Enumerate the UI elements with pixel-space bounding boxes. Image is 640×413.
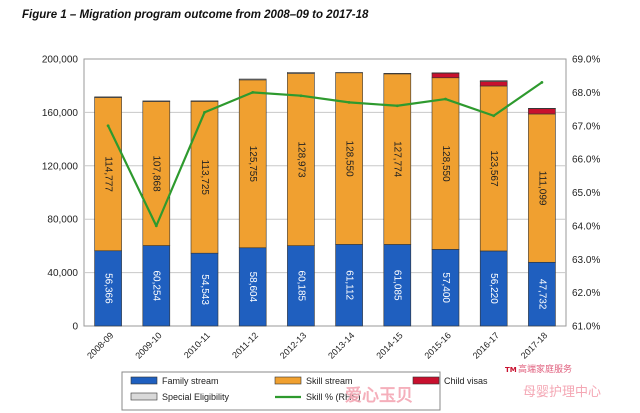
skill-percent-point <box>106 124 110 128</box>
bar-label-family: 61,085 <box>392 270 403 301</box>
chart-title: Figure 1 – Migration program outcome fro… <box>22 9 369 21</box>
x-tick-label: 2013-14 <box>326 330 356 360</box>
x-tick-label: 2009-10 <box>133 330 163 360</box>
y-right-tick-label: 69.0% <box>572 55 600 66</box>
bar-skill-stream <box>287 73 315 246</box>
watermark-tm: TM <box>505 366 517 374</box>
skill-percent-line <box>107 81 543 227</box>
bar-label-family: 47,732 <box>536 279 547 310</box>
y-right-tick-label: 67.0% <box>572 121 600 132</box>
x-tick-label: 2017-18 <box>519 330 549 360</box>
bar-label-family: 60,254 <box>151 270 162 301</box>
y-left-tick-label: 120,000 <box>42 161 79 172</box>
bar-label-skill: 128,550 <box>440 145 451 182</box>
legend-swatch <box>274 376 302 385</box>
bar-family-stream <box>238 247 267 327</box>
bar-skill-stream <box>142 101 171 246</box>
y-right-tick-label: 62.0% <box>572 288 600 299</box>
bar-child-visas <box>431 72 460 79</box>
legend-label: Skill stream <box>306 376 353 386</box>
bar-family-stream <box>142 245 171 327</box>
bar-special-eligibility <box>190 100 219 102</box>
bar-label-family: 60,185 <box>295 271 306 302</box>
x-tick-label: 2014-15 <box>374 330 404 360</box>
bar-skill-stream <box>190 101 219 254</box>
bar-special-eligibility <box>383 73 412 75</box>
watermark-right: 母婴护理中心 <box>523 385 601 400</box>
skill-percent-point <box>444 97 447 101</box>
bar-family-stream <box>479 250 508 327</box>
y-left-tick-label: 80,000 <box>47 215 78 226</box>
bar-child-visas <box>528 108 556 115</box>
legend-label: Child visas <box>444 376 488 386</box>
bar-label-family: 58,604 <box>247 272 258 303</box>
y-right-tick-label: 65.0% <box>572 188 600 199</box>
bar-skill-stream <box>94 97 122 252</box>
y-right-tick-label: 64.0% <box>572 221 600 232</box>
x-tick-label: 2016-17 <box>471 330 501 360</box>
bar-label-skill: 113,725 <box>199 160 210 196</box>
bar-label-skill: 123,567 <box>488 150 499 187</box>
bar-family-stream <box>335 244 363 327</box>
bar-label-family: 56,220 <box>488 273 499 304</box>
bar-special-eligibility <box>142 100 171 102</box>
y-right-tick-label: 66.0% <box>572 155 600 166</box>
skill-percent-point <box>203 111 206 114</box>
x-tick-label: 2010-11 <box>182 330 212 360</box>
skill-percent-point <box>299 94 303 98</box>
bar-label-family: 54,543 <box>199 274 210 305</box>
bar-special-eligibility <box>287 72 315 74</box>
legend-label: Skill % (RHS) <box>306 392 361 402</box>
bar-special-eligibility <box>479 80 508 82</box>
bar-label-skill: 107,868 <box>151 155 162 192</box>
legend-swatch <box>130 376 158 385</box>
bar-child-visas <box>479 81 508 87</box>
legend-label: Special Eligibility <box>162 392 230 402</box>
bar-skill-stream <box>431 77 460 250</box>
bar-label-family: 56,366 <box>102 273 113 304</box>
y-left-tick-label: 0 <box>72 322 78 333</box>
y-right-tick-label: 63.0% <box>572 255 600 266</box>
skill-percent-point <box>154 224 158 228</box>
skill-percent-point <box>540 80 544 84</box>
bar-label-skill: 111,099 <box>536 171 547 206</box>
legend-label: Family stream <box>162 376 219 386</box>
watermark-left: 爱心玉贝 <box>345 385 413 406</box>
bar-label-family: 61,112 <box>343 270 354 300</box>
bar-skill-stream <box>528 113 556 263</box>
bar-label-skill: 127,774 <box>392 141 403 178</box>
bar-label-family: 57,400 <box>440 272 451 303</box>
y-left-tick-label: 200,000 <box>42 55 79 66</box>
y-left-tick-label: 160,000 <box>42 108 79 119</box>
bar-family-stream <box>383 244 412 327</box>
bar-special-eligibility <box>238 78 267 81</box>
bar-label-skill: 128,550 <box>343 141 354 178</box>
skill-percent-point <box>492 114 496 118</box>
bar-label-skill: 125,755 <box>247 146 258 183</box>
legend-swatch <box>412 376 440 385</box>
watermark-right-top: 高端家庭服务 <box>518 363 572 375</box>
skill-percent-point <box>251 90 255 94</box>
x-tick-label: 2011-12 <box>230 330 260 360</box>
skill-percent-point <box>395 104 399 108</box>
x-tick-label: 2012-13 <box>278 330 308 360</box>
y-right-tick-label: 68.0% <box>572 88 600 99</box>
bar-skill-stream <box>238 79 267 249</box>
x-tick-label: 2015-16 <box>422 330 452 360</box>
bar-label-skill: 128,973 <box>295 141 306 178</box>
x-tick-label: 2008-09 <box>85 330 115 360</box>
bar-family-stream <box>190 252 219 327</box>
bar-family-stream <box>287 245 315 327</box>
bar-label-skill: 114,777 <box>102 156 113 192</box>
legend-swatch <box>130 392 158 401</box>
skill-percent-point <box>347 100 351 104</box>
y-left-tick-label: 40,000 <box>47 268 78 279</box>
y-right-tick-label: 61.0% <box>572 322 600 333</box>
bar-special-eligibility <box>94 96 122 98</box>
